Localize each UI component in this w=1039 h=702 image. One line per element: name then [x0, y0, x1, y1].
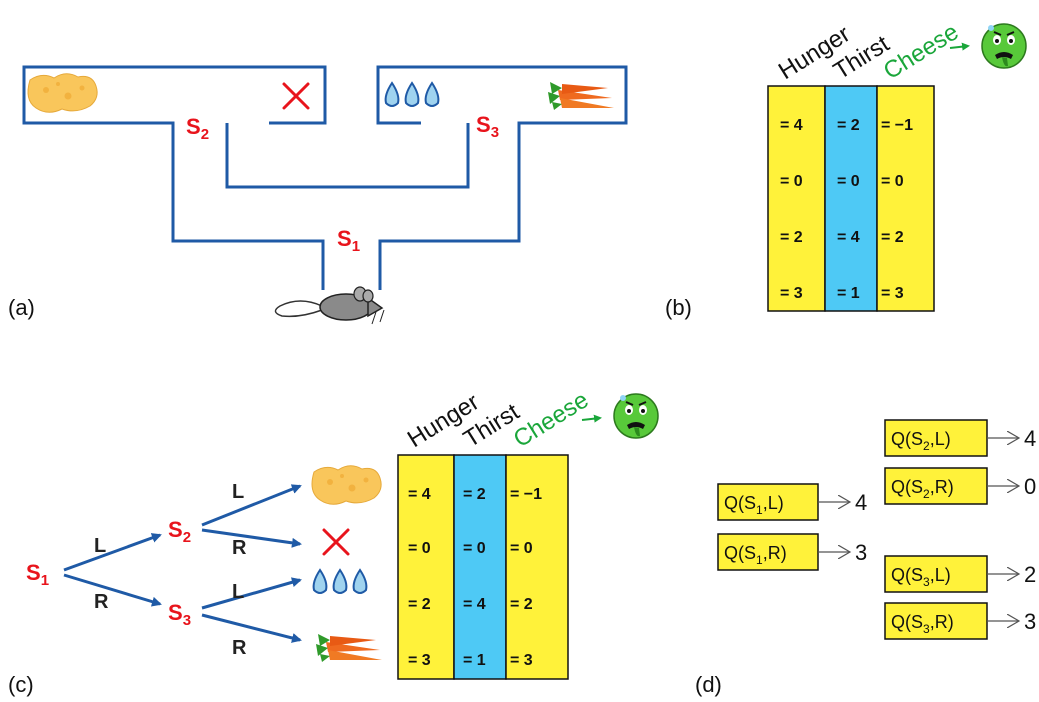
mouse-icon	[274, 286, 385, 325]
table-cell: = 3	[408, 652, 431, 669]
table-cell: = 3	[881, 285, 904, 302]
cross-icon	[282, 82, 310, 110]
table-cell: = 2	[408, 596, 431, 613]
q-value-box	[717, 483, 819, 521]
q-value-entry: Q(S2,L) 4	[884, 419, 1036, 457]
q-value: 3	[855, 540, 867, 565]
q-label: Q(S1,R)	[724, 543, 787, 567]
cheese-icon	[27, 73, 98, 113]
q-value: 2	[1024, 562, 1036, 587]
q-label: Q(S2,L)	[891, 429, 951, 453]
table-cell: = 0	[881, 173, 904, 190]
table-cell: = 1	[837, 285, 860, 302]
cheese-column	[876, 85, 935, 312]
arrow-s1-right	[63, 573, 162, 607]
table-cell: = 2	[780, 229, 803, 246]
table-cell: = 0	[463, 540, 486, 557]
q-label: Q(S3,R)	[891, 612, 954, 636]
reward-table-b: Hunger Thirst Cheese = 4= 0= 2= 3= 2= 0=…	[665, 18, 1027, 320]
table-cell: = 2	[837, 117, 860, 134]
q-label: Q(S3,L)	[891, 565, 951, 589]
q-value-box	[717, 533, 819, 571]
action-label: R	[232, 537, 247, 559]
table-cell: = 0	[837, 173, 860, 190]
q-value: 0	[1024, 474, 1036, 499]
q-value-entry: Q(S2,R) 0	[884, 467, 1036, 505]
table-cell: = 4	[408, 486, 431, 503]
table-cell: = 4	[463, 596, 486, 613]
tree-state-s2: S2	[168, 517, 191, 546]
panel-label-d: (d)	[695, 672, 722, 697]
action-label: R	[94, 591, 109, 613]
maze-state-s3: S3	[476, 112, 499, 141]
action-label: L	[232, 581, 244, 603]
arrow-s1-left	[63, 533, 162, 572]
q-label: Q(S1,L)	[724, 493, 784, 517]
arrow-s2-left	[201, 484, 302, 527]
cheese-icon	[311, 465, 382, 505]
decision-tree-c: S1 S2 S3 L R L R L R Hunger Thirst Chees…	[8, 386, 659, 697]
table-cell: = 4	[837, 229, 860, 246]
q-value-entry: Q(S3,L) 2	[884, 555, 1036, 593]
q-value: 4	[1024, 426, 1036, 451]
action-label: R	[232, 637, 247, 659]
q-value: 3	[1024, 609, 1036, 634]
carrots-icon	[316, 634, 382, 662]
table-cell: = 4	[780, 117, 803, 134]
water-drops-icon	[384, 82, 440, 107]
q-label: Q(S2,R)	[891, 477, 954, 501]
table-cell: = 2	[510, 596, 533, 613]
q-value-entry: Q(S1,L) 4	[717, 483, 867, 521]
arrow-s3-left	[201, 577, 302, 610]
q-value-entry: Q(S1,R) 3	[717, 533, 867, 571]
q-values-d: Q(S1,L) 4 Q(S1,R) 3 Q(S2,L) 4 Q(S2,R) 0 Q(S3,L) 2…	[717, 419, 1036, 640]
carrots-icon	[548, 82, 614, 110]
table-cell: = 3	[780, 285, 803, 302]
panel-label-b: (b)	[665, 295, 692, 320]
table-cell: = 0	[780, 173, 803, 190]
arrow-s3-right	[201, 613, 302, 643]
table-cell: = 2	[463, 486, 486, 503]
table-cell: = 3	[510, 652, 533, 669]
arrow-s2-right	[201, 528, 302, 548]
action-label: L	[94, 535, 106, 557]
maze-state-s2: S2	[186, 114, 209, 143]
action-label: L	[232, 481, 244, 503]
sick-face-icon	[613, 393, 659, 439]
hunger-column	[767, 85, 826, 312]
q-value-entry: Q(S3,R) 3	[884, 602, 1036, 640]
table-cell: = 1	[463, 652, 486, 669]
cross-icon	[322, 528, 350, 556]
tree-state-s3: S3	[168, 600, 191, 629]
sick-face-icon	[981, 23, 1027, 69]
tree-state-s1: S1	[26, 560, 49, 589]
table-cell: = 0	[408, 540, 431, 557]
q-value: 4	[855, 490, 867, 515]
maze-panel: S2 S3 S1 (a)	[8, 65, 628, 325]
cheese-column	[505, 454, 569, 680]
thirst-column	[824, 85, 878, 312]
water-drops-icon	[312, 569, 368, 594]
table-cell: = 2	[881, 229, 904, 246]
table-cell: = −1	[881, 117, 913, 134]
panel-label-a: (a)	[8, 295, 35, 320]
maze-walls	[22, 65, 628, 290]
maze-state-s1: S1	[337, 226, 360, 255]
table-cell: = 0	[510, 540, 533, 557]
panel-label-c: (c)	[8, 672, 34, 697]
hunger-column	[397, 454, 455, 680]
q-value-box	[884, 467, 988, 505]
table-cell: = −1	[510, 486, 542, 503]
q-value-box	[884, 602, 988, 640]
